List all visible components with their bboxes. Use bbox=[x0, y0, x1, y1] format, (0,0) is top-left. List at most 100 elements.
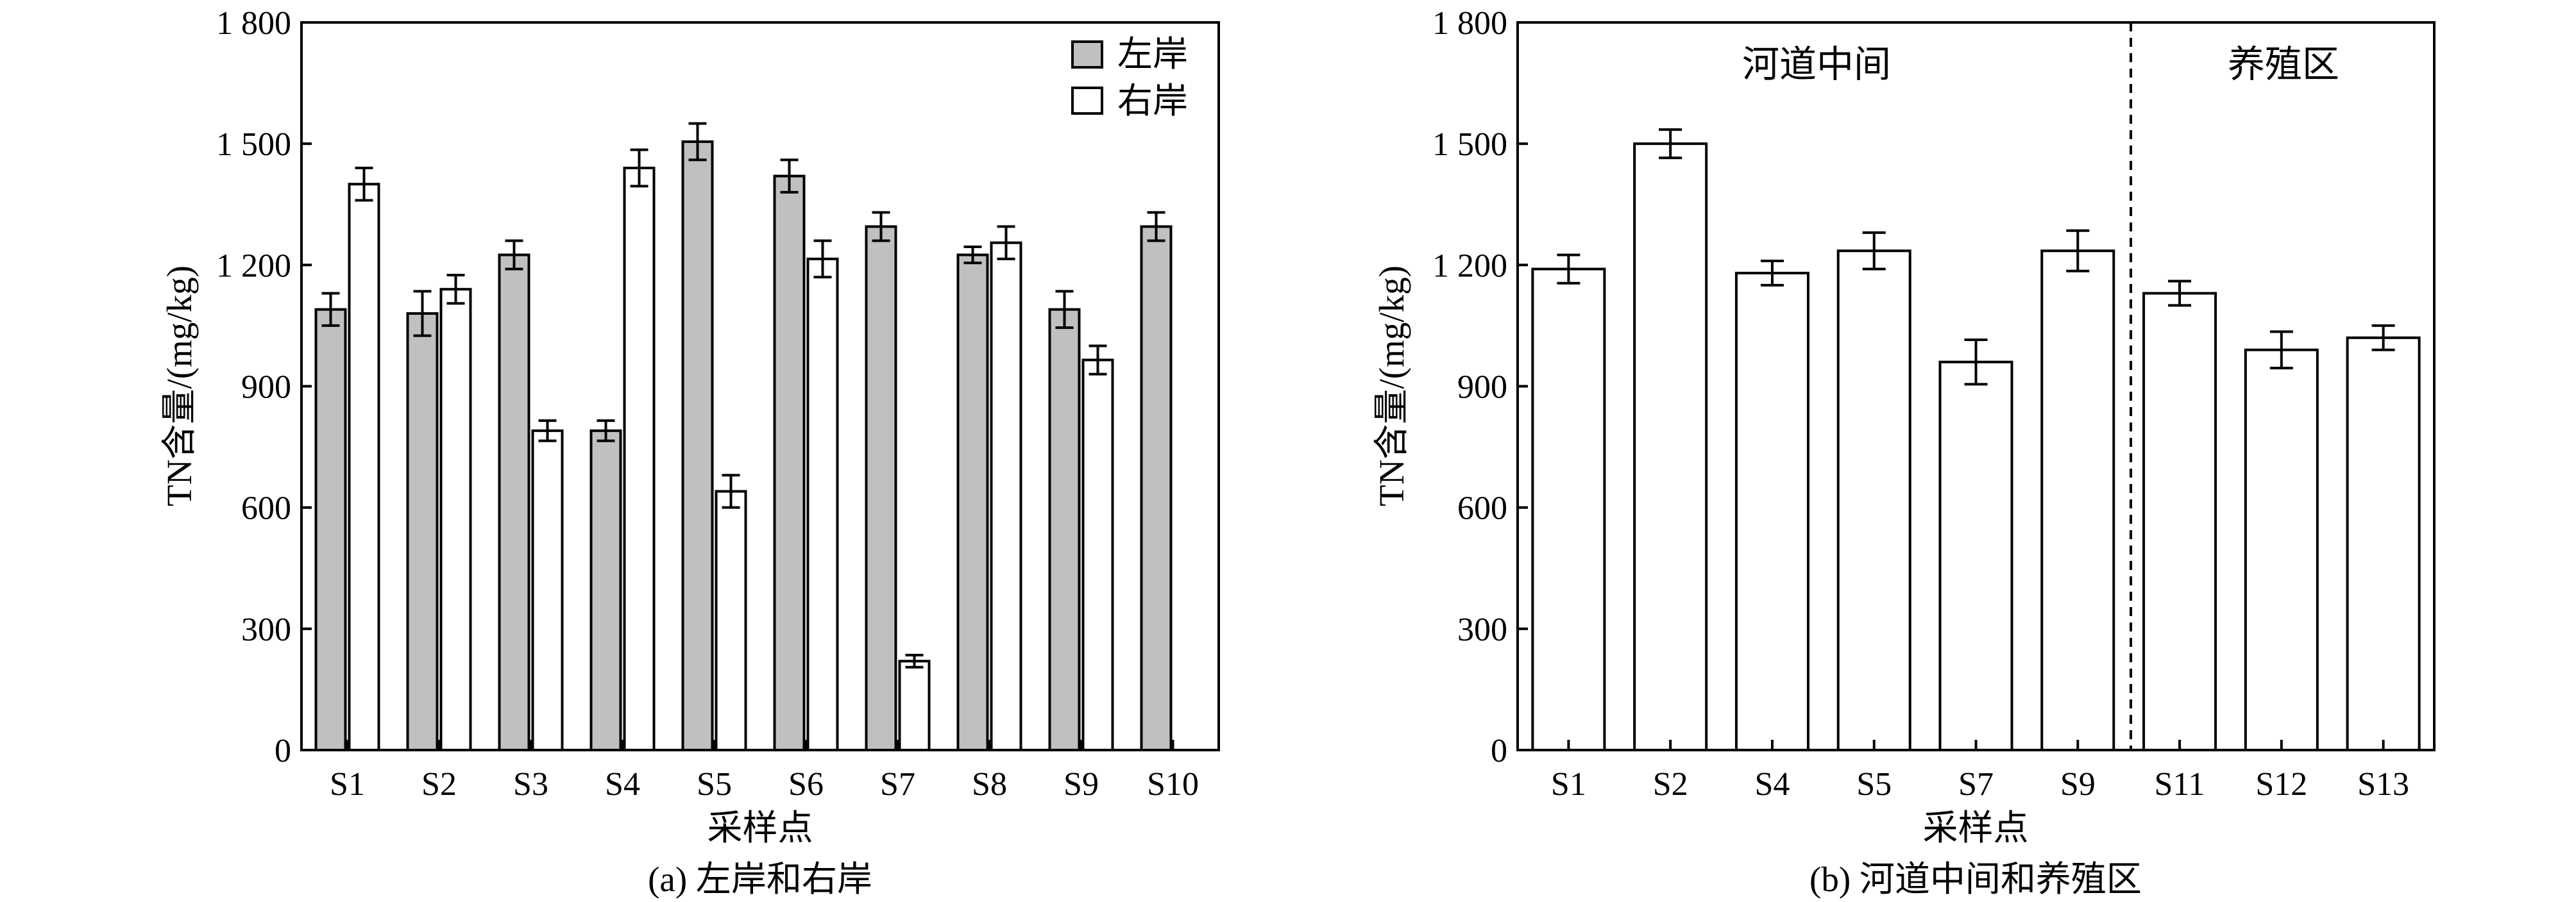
bar-s1 bbox=[1531, 267, 1606, 751]
x-tick-label-s10: S10 bbox=[1147, 766, 1199, 803]
error-bar-s2-left-bank bbox=[413, 290, 432, 337]
error-bar-s2 bbox=[1659, 128, 1682, 160]
error-bar-s7 bbox=[1964, 338, 1988, 386]
x-tick-label-s9: S9 bbox=[2060, 766, 2096, 803]
error-bar-s11 bbox=[2168, 280, 2192, 307]
y-tick-label: 600 bbox=[1457, 490, 1507, 527]
bar-s7-right-bank bbox=[898, 660, 931, 752]
error-bar-s5-left-bank bbox=[688, 122, 707, 162]
bar-s4-right-bank bbox=[623, 167, 656, 751]
chart-b-bars bbox=[1531, 128, 2421, 751]
x-tick-label-s11: S11 bbox=[2155, 766, 2205, 803]
legend-swatch-right-bank bbox=[1071, 87, 1103, 115]
error-bar-s2-right-bank bbox=[446, 274, 465, 305]
chart-a-x-ticks: S1 S2 S3 S4 S5 S6 S7 S8 S9 S10 bbox=[330, 740, 1199, 803]
x-tick-label-s6: S6 bbox=[788, 766, 824, 803]
chart-a-y-axis-label: TN含量/(mg/kg) bbox=[160, 265, 199, 506]
bar-s12 bbox=[2244, 348, 2319, 751]
bar-s11 bbox=[2142, 292, 2217, 751]
error-bar-s3-right-bank bbox=[538, 419, 557, 442]
bar-s13 bbox=[2346, 336, 2421, 751]
error-bar-s8-right-bank bbox=[997, 225, 1015, 260]
x-tick-label-s1: S1 bbox=[330, 766, 365, 803]
chart-a-caption: (a) 左岸和右岸 bbox=[648, 860, 872, 899]
chart-b-plot-frame bbox=[1516, 21, 2436, 751]
bar-s3-right-bank bbox=[531, 429, 564, 751]
chart-a-plot-frame bbox=[300, 21, 1220, 751]
bar-s4-left-bank bbox=[589, 429, 622, 751]
chart-a: 0 300 600 900 1 200 1 500 1 800 S1 S2 S3 S4 S5 S6 S7… bbox=[160, 5, 1220, 899]
chart-b-y-axis-label: TN含量/(mg/kg) bbox=[1372, 265, 1411, 506]
bar-s4 bbox=[1734, 271, 1809, 751]
x-tick-label-s1: S1 bbox=[1551, 766, 1586, 803]
y-tick-label: 0 bbox=[275, 733, 291, 769]
chart-a-bars bbox=[314, 122, 1173, 752]
error-bar-s8-left-bank bbox=[963, 245, 982, 265]
y-tick-label: 900 bbox=[1457, 369, 1507, 406]
error-bar-s4-left-bank bbox=[597, 419, 615, 442]
error-bar-s5-right-bank bbox=[722, 474, 740, 509]
error-bar-s4-right-bank bbox=[630, 148, 648, 188]
x-tick-label-s8: S8 bbox=[972, 766, 1007, 803]
bar-s10-left-bank bbox=[1140, 225, 1173, 751]
bar-s8-right-bank bbox=[990, 241, 1022, 751]
bar-s5-left-bank bbox=[681, 140, 714, 751]
x-tick-label-s5: S5 bbox=[1856, 766, 1892, 803]
y-tick-label: 1 500 bbox=[216, 126, 291, 163]
chart-a-legend: 左岸 右岸 bbox=[1071, 35, 1188, 121]
error-bar-s13 bbox=[2371, 324, 2395, 351]
x-tick-label-s2: S2 bbox=[1653, 766, 1688, 803]
error-bar-s6-right-bank bbox=[813, 239, 832, 279]
legend-label-left-bank: 左岸 bbox=[1117, 35, 1188, 74]
bar-s2-left-bank bbox=[406, 312, 439, 751]
bar-s6-left-bank bbox=[773, 174, 806, 752]
y-tick-label: 0 bbox=[1491, 733, 1507, 769]
error-bar-s9 bbox=[2066, 229, 2090, 272]
x-tick-label-s7: S7 bbox=[880, 766, 915, 803]
bar-s7-left-bank bbox=[865, 225, 897, 751]
error-bar-s9-left-bank bbox=[1055, 290, 1074, 330]
bar-s5 bbox=[1836, 249, 1911, 751]
y-tick-label: 1 800 bbox=[1432, 5, 1507, 42]
bar-s8-left-bank bbox=[956, 253, 989, 751]
bar-s2-right-bank bbox=[439, 288, 472, 751]
bar-s3-left-bank bbox=[498, 253, 530, 751]
y-tick-label: 1 200 bbox=[216, 247, 291, 284]
error-bar-s7-right-bank bbox=[905, 653, 924, 669]
x-tick-label-s12: S12 bbox=[2255, 766, 2307, 803]
x-tick-label-s13: S13 bbox=[2357, 766, 2409, 803]
error-bar-s4 bbox=[1760, 260, 1784, 287]
error-bar-s9-right-bank bbox=[1089, 344, 1107, 376]
x-tick-label-s3: S3 bbox=[513, 766, 548, 803]
error-bar-s10-left-bank bbox=[1147, 211, 1165, 242]
bar-s2 bbox=[1633, 142, 1708, 751]
y-tick-label: 600 bbox=[241, 490, 291, 527]
bar-s6-right-bank bbox=[806, 257, 839, 751]
legend-label-right-bank: 右岸 bbox=[1117, 81, 1188, 121]
bar-s9-right-bank bbox=[1081, 358, 1114, 751]
error-bar-s5 bbox=[1862, 231, 1886, 271]
chart-b-x-ticks: S1 S2 S4 S5 S7 S9 S11 S12 S13 bbox=[1551, 740, 2409, 803]
x-tick-label-s4: S4 bbox=[605, 766, 640, 803]
chart-b-y-ticks: 0 300 600 900 1 200 1 500 1 800 bbox=[1432, 5, 1528, 769]
y-tick-label: 1 500 bbox=[1432, 126, 1507, 163]
chart-b-x-axis-label: 采样点 bbox=[1922, 808, 2028, 848]
error-bar-s7-left-bank bbox=[872, 211, 890, 242]
chart-b-caption: (b) 河道中间和养殖区 bbox=[1809, 860, 2142, 899]
y-tick-label: 300 bbox=[1457, 612, 1507, 648]
error-bar-s12 bbox=[2269, 330, 2293, 370]
error-bar-s1-left-bank bbox=[321, 292, 340, 327]
bar-s1-left-bank bbox=[314, 308, 347, 751]
y-tick-label: 1 800 bbox=[216, 5, 291, 42]
x-tick-label-s9: S9 bbox=[1063, 766, 1099, 803]
chart-b-region-label-channel: 河道中间 bbox=[1742, 44, 1891, 85]
x-tick-label-s7: S7 bbox=[1958, 766, 1994, 803]
error-bar-s3-left-bank bbox=[505, 239, 523, 271]
error-bar-s1-right-bank bbox=[355, 167, 373, 202]
x-tick-label-s5: S5 bbox=[697, 766, 732, 803]
y-tick-label: 900 bbox=[241, 369, 291, 406]
bar-s9-left-bank bbox=[1048, 308, 1081, 751]
error-bar-s1 bbox=[1557, 253, 1580, 285]
